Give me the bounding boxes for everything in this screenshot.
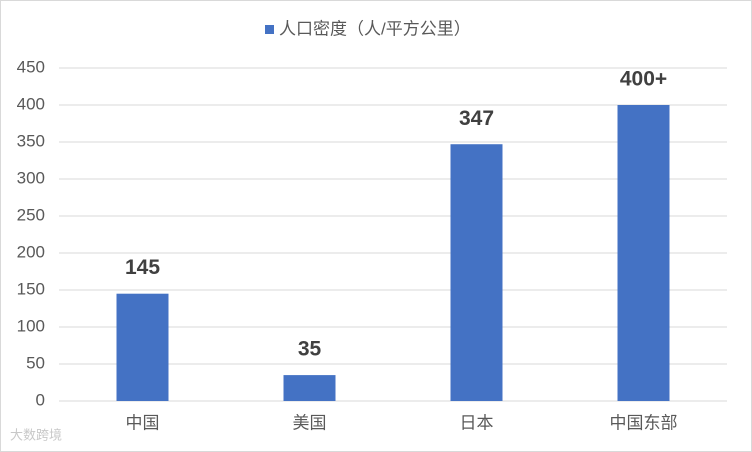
value-label: 35: [298, 338, 322, 361]
y-tick-label: 0: [36, 390, 45, 409]
x-tick-label: 中国: [126, 413, 160, 432]
y-tick-label: 450: [17, 57, 45, 76]
y-tick-label: 200: [17, 242, 45, 261]
legend-label: 人口密度（人/平方公里）: [279, 19, 471, 38]
value-label: 400+: [620, 68, 667, 91]
bar: [116, 293, 169, 401]
legend-swatch: [265, 25, 274, 34]
value-label: 145: [125, 256, 160, 279]
bar: [450, 144, 503, 401]
watermark: 大数跨境: [10, 427, 62, 442]
bar: [617, 105, 670, 401]
y-tick-label: 50: [26, 353, 45, 372]
y-tick-label: 350: [17, 131, 45, 150]
y-tick-label: 250: [17, 205, 45, 224]
x-tick-label: 美国: [293, 413, 327, 432]
x-tick-label: 日本: [460, 413, 494, 432]
y-tick-label: 150: [17, 279, 45, 298]
x-tick-label: 中国东部: [610, 413, 678, 432]
y-tick-label: 400: [17, 94, 45, 113]
value-label: 347: [459, 107, 494, 130]
bar: [283, 375, 336, 401]
y-tick-label: 300: [17, 168, 45, 187]
y-tick-label: 100: [17, 316, 45, 335]
